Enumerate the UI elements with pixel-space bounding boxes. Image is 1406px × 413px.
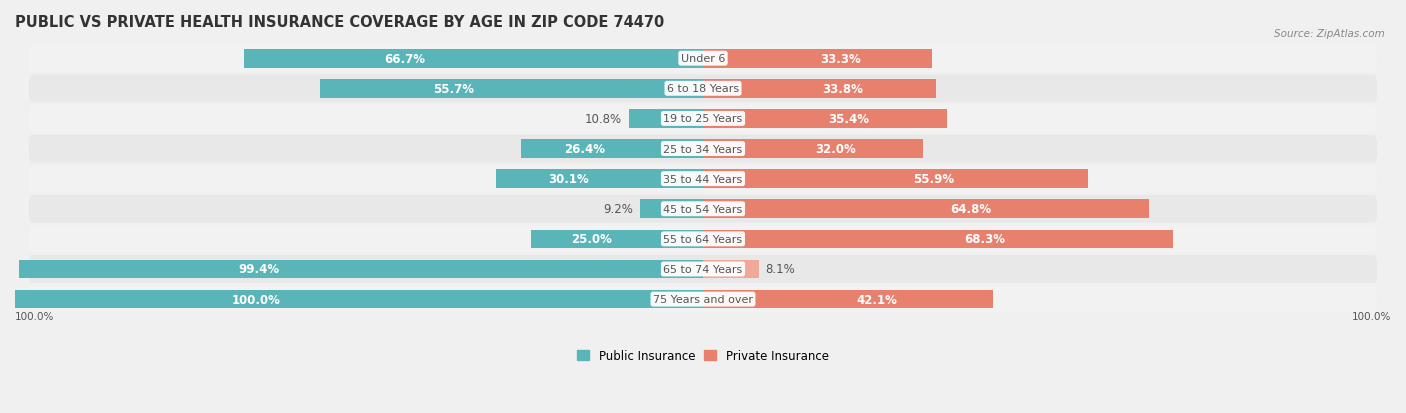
Bar [703,230,1173,249]
Bar [15,290,703,309]
Bar [703,80,935,98]
Text: 6 to 18 Years: 6 to 18 Years [666,84,740,94]
Text: Source: ZipAtlas.com: Source: ZipAtlas.com [1274,29,1385,39]
FancyBboxPatch shape [28,256,1378,283]
Bar [640,200,703,218]
FancyBboxPatch shape [28,135,1378,163]
FancyBboxPatch shape [28,45,1378,73]
FancyBboxPatch shape [28,195,1378,223]
Text: 100.0%: 100.0% [1351,311,1391,321]
Text: 45 to 54 Years: 45 to 54 Years [664,204,742,214]
Bar [703,170,1088,188]
Text: 10.8%: 10.8% [585,113,621,126]
Text: 25.0%: 25.0% [571,233,612,246]
FancyBboxPatch shape [28,225,1378,253]
Text: 65 to 74 Years: 65 to 74 Years [664,264,742,274]
Text: 66.7%: 66.7% [384,52,425,66]
FancyBboxPatch shape [28,285,1378,313]
Bar [20,260,703,279]
Text: 100.0%: 100.0% [15,311,55,321]
Bar [703,110,946,128]
Text: 33.8%: 33.8% [823,83,863,95]
Bar [628,110,703,128]
FancyBboxPatch shape [28,165,1378,193]
Text: 33.3%: 33.3% [820,52,860,66]
Text: 99.4%: 99.4% [238,263,278,276]
Bar [522,140,703,159]
Bar [245,50,703,69]
Bar [319,80,703,98]
Bar [703,50,932,69]
Text: PUBLIC VS PRIVATE HEALTH INSURANCE COVERAGE BY AGE IN ZIP CODE 74470: PUBLIC VS PRIVATE HEALTH INSURANCE COVER… [15,15,664,30]
Bar [703,260,759,279]
Text: 25 to 34 Years: 25 to 34 Years [664,144,742,154]
Text: 55.9%: 55.9% [912,173,955,186]
Text: Under 6: Under 6 [681,54,725,64]
Text: 35.4%: 35.4% [828,113,870,126]
Text: 8.1%: 8.1% [766,263,796,276]
Text: 75 Years and over: 75 Years and over [652,294,754,304]
Bar [703,140,924,159]
Text: 9.2%: 9.2% [603,203,633,216]
Bar [496,170,703,188]
Text: 26.4%: 26.4% [564,142,606,156]
Legend: Public Insurance, Private Insurance: Public Insurance, Private Insurance [572,345,834,367]
Text: 64.8%: 64.8% [950,203,991,216]
Text: 42.1%: 42.1% [856,293,897,306]
FancyBboxPatch shape [28,75,1378,103]
Bar [703,290,993,309]
Text: 19 to 25 Years: 19 to 25 Years [664,114,742,124]
Text: 32.0%: 32.0% [814,142,855,156]
Bar [703,200,1149,218]
Bar [531,230,703,249]
Text: 55.7%: 55.7% [433,83,474,95]
Text: 68.3%: 68.3% [965,233,1005,246]
Text: 100.0%: 100.0% [232,293,280,306]
Text: 35 to 44 Years: 35 to 44 Years [664,174,742,184]
Text: 55 to 64 Years: 55 to 64 Years [664,234,742,244]
Text: 30.1%: 30.1% [548,173,589,186]
FancyBboxPatch shape [28,105,1378,133]
